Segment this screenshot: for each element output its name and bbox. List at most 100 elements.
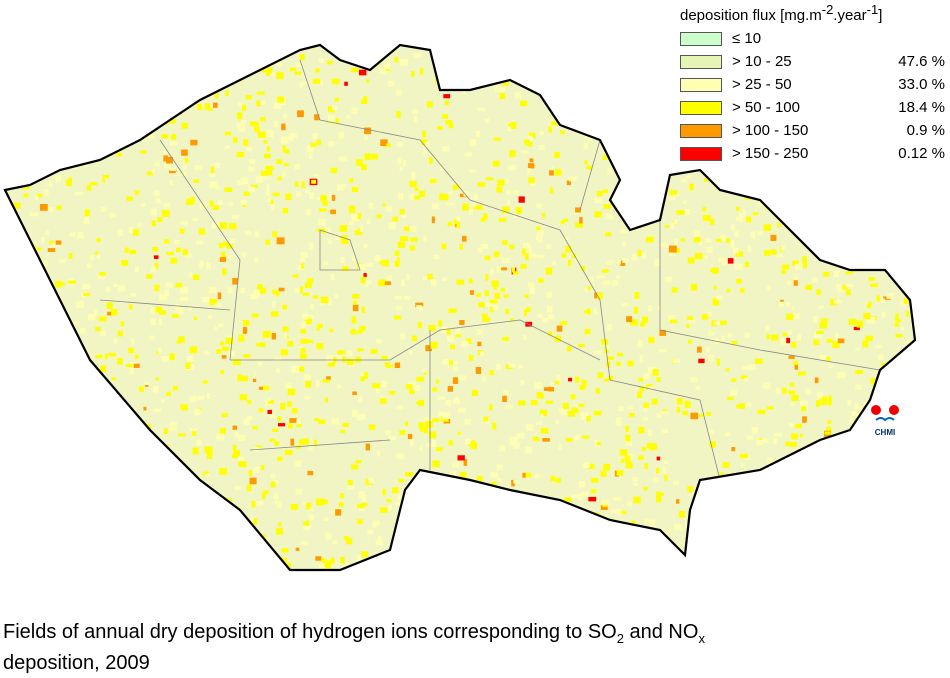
cell	[140, 203, 146, 207]
cell	[346, 358, 354, 365]
cell	[895, 313, 899, 320]
cell	[310, 304, 314, 309]
cell	[607, 168, 612, 175]
cell	[820, 510, 828, 515]
cell	[36, 247, 42, 251]
cell	[482, 375, 487, 382]
cell	[99, 271, 106, 276]
cell	[603, 463, 610, 471]
cell	[676, 398, 683, 405]
cell	[158, 318, 163, 326]
cell	[793, 274, 798, 281]
cell	[319, 208, 327, 212]
cell	[287, 423, 293, 429]
cell	[752, 187, 759, 192]
cell	[631, 253, 637, 261]
cell	[709, 441, 716, 448]
cell	[711, 338, 719, 342]
cell	[702, 207, 707, 212]
cell	[30, 325, 37, 333]
cell	[802, 173, 809, 179]
cell	[420, 510, 426, 515]
cell	[849, 504, 858, 510]
cell	[153, 386, 159, 393]
cell	[161, 87, 166, 94]
cell	[593, 410, 602, 416]
cell	[694, 252, 703, 260]
cell	[768, 486, 773, 493]
cell	[866, 304, 871, 309]
cell	[855, 384, 861, 390]
cell	[493, 63, 499, 68]
cell	[399, 166, 403, 171]
cell	[788, 189, 793, 195]
cell	[406, 273, 410, 281]
cell	[747, 489, 754, 495]
cell	[620, 229, 628, 234]
cell	[171, 134, 176, 140]
cell	[216, 433, 224, 441]
cell	[903, 297, 911, 304]
cell	[432, 521, 438, 526]
cell	[646, 442, 655, 449]
cell	[747, 245, 751, 253]
cell	[32, 285, 38, 290]
cell	[427, 101, 433, 108]
cell	[420, 68, 424, 75]
cell	[860, 241, 867, 247]
cell	[91, 535, 98, 542]
cell	[465, 546, 472, 550]
cell	[82, 578, 85, 584]
cell	[352, 571, 356, 575]
cell	[448, 124, 454, 129]
cell	[674, 219, 678, 225]
cell	[667, 561, 672, 566]
cell	[328, 106, 335, 113]
cell	[648, 519, 656, 527]
cell	[238, 334, 245, 342]
cell	[217, 292, 222, 300]
cell	[370, 153, 379, 160]
cell	[723, 525, 727, 532]
cell	[348, 205, 356, 213]
cell	[315, 556, 322, 561]
cell	[805, 388, 812, 394]
cell	[271, 332, 276, 340]
cell	[255, 445, 262, 449]
cell	[558, 443, 563, 450]
cell	[65, 350, 70, 355]
cell	[485, 45, 492, 47]
cell	[315, 68, 320, 73]
cell	[298, 366, 304, 372]
cell	[570, 86, 578, 91]
cell	[565, 119, 569, 125]
cell	[846, 289, 851, 296]
cell	[254, 231, 260, 238]
cell	[640, 182, 646, 189]
cell	[886, 365, 892, 371]
cell	[525, 253, 529, 261]
cell	[615, 95, 623, 103]
cell	[316, 498, 324, 506]
cell	[327, 60, 333, 65]
cell	[713, 537, 720, 542]
cell	[128, 226, 135, 233]
cell	[431, 440, 437, 447]
cell	[788, 390, 796, 395]
cell	[249, 477, 257, 485]
cell	[259, 46, 265, 50]
cell	[210, 166, 215, 173]
cell	[899, 422, 906, 428]
cell	[730, 389, 738, 396]
cell	[366, 79, 370, 83]
legend-share: 33.0 %	[898, 76, 945, 93]
cell	[870, 378, 879, 384]
cell	[881, 311, 886, 318]
cell	[180, 404, 188, 409]
cell	[527, 135, 533, 142]
cell	[702, 493, 710, 500]
cell	[248, 470, 253, 476]
cell	[324, 397, 328, 403]
cell	[586, 308, 591, 315]
cell	[780, 338, 788, 345]
